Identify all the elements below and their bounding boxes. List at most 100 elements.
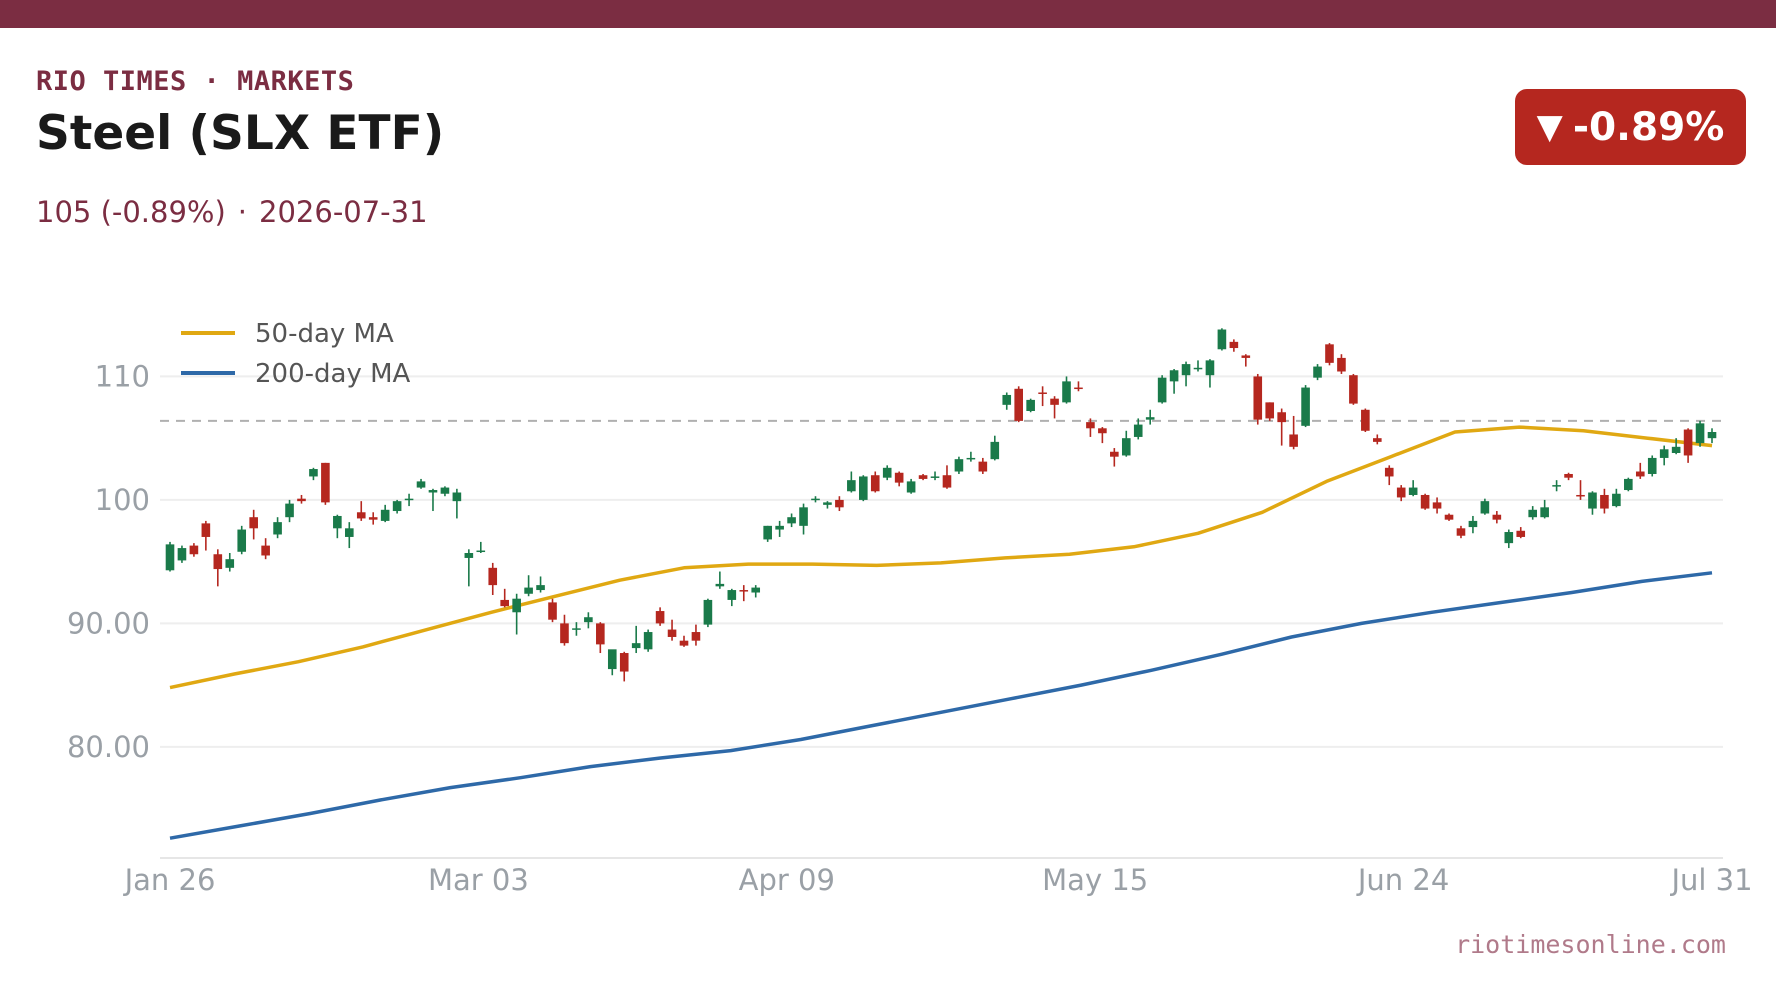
x-tick-label: Jul 31 <box>1669 863 1752 897</box>
candle-body-up <box>536 585 545 591</box>
candle-body-down <box>596 623 605 645</box>
candle-body-down <box>1337 357 1346 372</box>
candle-body-up <box>763 525 772 540</box>
candle-body-down <box>894 472 904 483</box>
candle-body-up <box>524 587 533 594</box>
candle-body-down <box>201 523 211 537</box>
candle-body-up <box>1504 532 1514 544</box>
candle-body-down <box>1372 438 1382 442</box>
candle-body-up <box>1002 394 1012 405</box>
candle-body-up <box>1552 485 1561 487</box>
candle-body-down <box>321 462 330 503</box>
candle-body-down <box>1325 344 1334 363</box>
candle-body-down <box>1253 376 1263 420</box>
candle-body-up <box>882 467 892 478</box>
candle-body-down <box>667 629 677 637</box>
candle-body-down <box>500 599 510 607</box>
candle-body-up <box>1647 457 1657 474</box>
y-tick-label: 90.00 <box>67 606 150 640</box>
candle-body-up <box>727 590 737 600</box>
candle-body-up <box>990 441 1000 460</box>
candle-body-up <box>1612 493 1621 507</box>
candle-body-up <box>1528 509 1538 518</box>
candle-body-down <box>1110 451 1119 457</box>
candle-body-down <box>1074 387 1083 390</box>
candle-body-up <box>1133 424 1143 437</box>
ma200-line <box>169 571 1713 840</box>
candle-body-down <box>1289 434 1298 447</box>
candle-body-down <box>679 640 689 646</box>
candle-body-up <box>787 517 796 524</box>
candle-body-up <box>1062 381 1071 403</box>
candle-body-up <box>333 515 342 529</box>
candle-body-up <box>607 649 617 670</box>
candle-body-up <box>811 498 820 501</box>
candle-body-up <box>1169 370 1179 382</box>
candle-body-up <box>858 476 868 500</box>
x-tick-label: Jun 24 <box>1356 863 1449 897</box>
candle-body-up <box>775 525 784 530</box>
legend-200-day-label: 200-day MA <box>255 359 411 389</box>
price-date: 2026-07-31 <box>259 195 428 229</box>
candle-body-down <box>1576 494 1585 497</box>
candle-body-up <box>273 522 282 535</box>
candle-body-down <box>1014 388 1024 421</box>
candle-body-up <box>1313 366 1322 378</box>
candle-body-down <box>249 517 258 529</box>
candle-body-down <box>1396 487 1406 498</box>
candle-body-down <box>835 499 844 508</box>
x-tick-label: Mar 03 <box>428 863 529 897</box>
separator: · <box>237 195 248 229</box>
change-badge: ▼ -0.89% <box>1515 89 1746 165</box>
candle-body-down <box>1456 528 1466 536</box>
x-tick-label: Jan 26 <box>123 863 216 897</box>
candle-body-up <box>440 487 450 494</box>
candle-body-up <box>1707 432 1717 439</box>
candle-body-down <box>1098 428 1107 434</box>
candle-body-down <box>1229 341 1239 349</box>
top-accent-bar <box>0 0 1776 28</box>
candle-body-down <box>739 590 749 592</box>
candle-body-up <box>237 529 247 552</box>
candle-body-down <box>691 632 701 641</box>
candle-body-up <box>703 599 713 625</box>
candle-body-up <box>416 481 426 488</box>
candle-body-down <box>1361 409 1370 431</box>
candle-body-down <box>1635 471 1645 477</box>
candle-body-up <box>1468 520 1478 528</box>
candle-body-down <box>1277 412 1286 423</box>
candle-body-up <box>225 559 235 568</box>
candle-body-down <box>1600 494 1609 509</box>
candle-body-up <box>309 469 318 477</box>
candle-body-up <box>177 548 187 561</box>
candle-body-down <box>1420 494 1430 509</box>
candle-body-down <box>1432 502 1442 509</box>
candle-body-down <box>356 512 366 519</box>
candle-body-up <box>643 632 653 650</box>
candle-body-up <box>1205 360 1215 376</box>
candle-body-up <box>966 457 976 460</box>
candle-body-down <box>619 653 629 672</box>
candle-body-up <box>285 503 294 518</box>
candle-body-down <box>1050 398 1059 405</box>
candle-body-up <box>1145 417 1155 420</box>
candle-body-up <box>392 501 402 512</box>
candle-body-down <box>213 554 223 570</box>
candle-body-up <box>512 598 521 613</box>
candle-body-up <box>799 507 808 526</box>
candle-body-up <box>1671 446 1681 453</box>
candle-body-up <box>1695 423 1705 444</box>
change-percent: -0.89% <box>1572 104 1725 150</box>
candle-body-up <box>1301 387 1310 426</box>
candle-body-up <box>452 492 462 502</box>
source-credit: riotimesonline.com <box>1455 930 1726 959</box>
y-tick-label: 100 <box>95 483 150 517</box>
legend-50-day-label: 50-day MA <box>255 319 394 349</box>
candle-body-up <box>404 498 414 501</box>
candle-body-down <box>261 545 270 556</box>
candle-body-up <box>344 528 354 537</box>
candle-body-down <box>560 623 569 644</box>
candle-body-down <box>942 475 952 488</box>
candle-body-up <box>464 553 474 558</box>
candle-body-up <box>1026 399 1035 412</box>
